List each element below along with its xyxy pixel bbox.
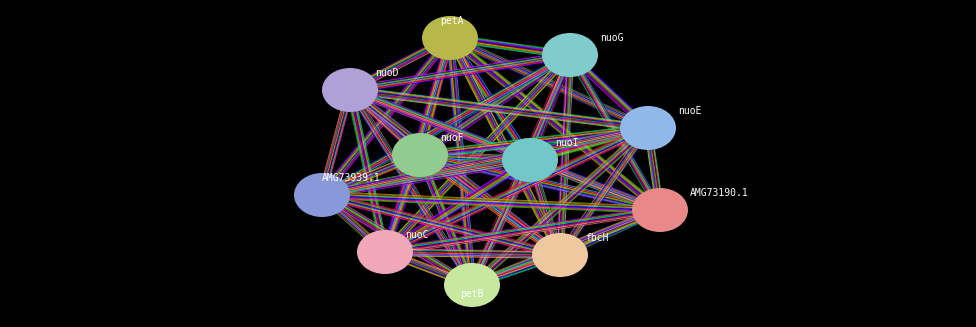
Text: nuoD: nuoD	[375, 68, 398, 78]
Text: AMG73939.1: AMG73939.1	[322, 173, 381, 183]
Text: nuoC: nuoC	[405, 230, 428, 240]
Text: nuoG: nuoG	[600, 33, 624, 43]
Ellipse shape	[444, 263, 500, 307]
Text: nuoI: nuoI	[555, 138, 579, 148]
Text: petB: petB	[461, 289, 484, 299]
Ellipse shape	[620, 106, 676, 150]
Ellipse shape	[542, 33, 598, 77]
Ellipse shape	[322, 68, 378, 112]
Ellipse shape	[632, 188, 688, 232]
Text: fbcH: fbcH	[585, 233, 608, 243]
Ellipse shape	[294, 173, 350, 217]
Text: nuoF: nuoF	[440, 133, 464, 143]
Ellipse shape	[422, 16, 478, 60]
Ellipse shape	[532, 233, 588, 277]
Text: nuoE: nuoE	[678, 106, 702, 116]
Ellipse shape	[502, 138, 558, 182]
Text: AMG73190.1: AMG73190.1	[690, 188, 749, 198]
Ellipse shape	[392, 133, 448, 177]
Text: petA: petA	[440, 16, 464, 26]
Ellipse shape	[357, 230, 413, 274]
